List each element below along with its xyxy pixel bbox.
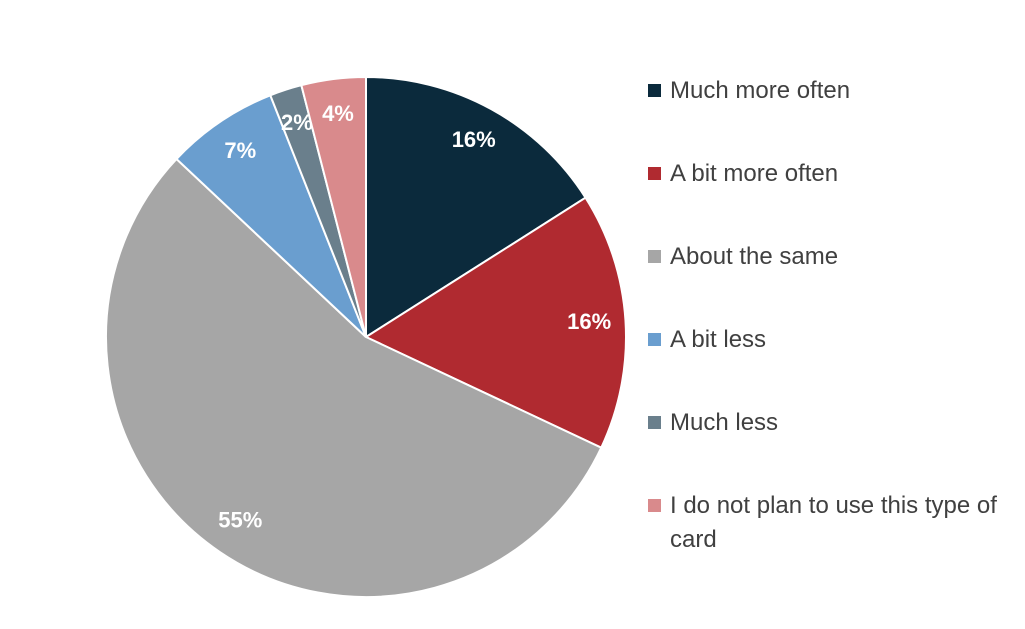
legend-swatch (648, 167, 661, 180)
legend-label: A bit less (670, 326, 767, 353)
data-label: 2% (281, 110, 313, 135)
legend-label: Much more often (670, 77, 851, 104)
pie-slice (175, 93, 367, 338)
legend-item: Much more often (648, 74, 1018, 157)
pie-slice (105, 157, 603, 598)
legend-label: I do not plan to use this type of card (670, 492, 997, 553)
legend-item: Much less (648, 406, 1018, 489)
data-label: 16% (452, 127, 496, 152)
legend-label: A bit more often (670, 160, 839, 187)
legend-label: About the same (670, 243, 839, 270)
chart: 16% 16% 55% 7% 2% 4% (105, 75, 627, 598)
legend-swatch (648, 333, 661, 346)
pie-slice (300, 75, 367, 338)
pie-slice (363, 196, 627, 450)
legend-item: I do not plan to use this type of card (648, 489, 1018, 572)
data-label: 7% (224, 138, 256, 163)
legend-item: About the same (648, 240, 1018, 323)
legend-item: A bit more often (648, 157, 1018, 240)
legend-swatch (648, 84, 661, 97)
legend-label: Much less (670, 409, 779, 436)
legend-swatch (648, 499, 661, 512)
legend-swatch (648, 416, 661, 429)
data-label: 4% (322, 101, 354, 126)
pie-slice (365, 75, 587, 339)
data-label: 55% (218, 508, 262, 533)
legend-item: A bit less (648, 323, 1018, 406)
data-label: 16% (567, 309, 611, 334)
legend-swatch (648, 250, 661, 263)
legend: Much more often A bit more often About the… (648, 74, 1018, 572)
